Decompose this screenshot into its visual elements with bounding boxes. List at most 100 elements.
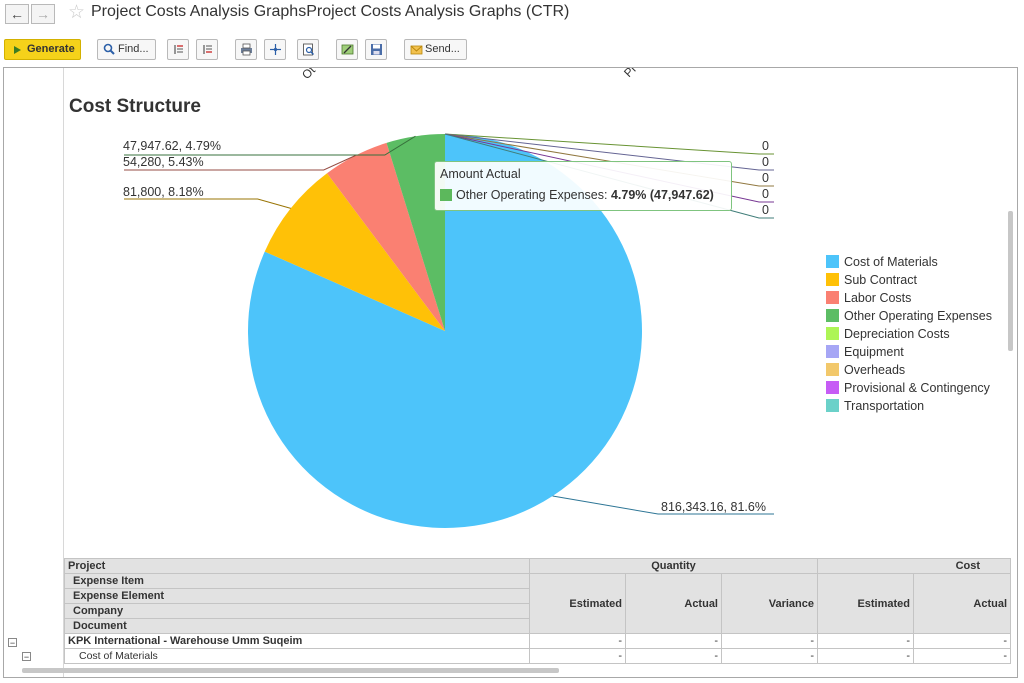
envelope-icon	[410, 45, 423, 55]
leader-line	[444, 133, 774, 155]
slice-label-transportation: 0	[762, 203, 769, 217]
cell: -	[529, 633, 626, 649]
preview-button[interactable]	[297, 39, 319, 60]
cell: -	[625, 648, 722, 664]
legend-swatch	[826, 381, 839, 394]
expand-all-button[interactable]	[167, 39, 189, 60]
legend-item[interactable]: Depreciation Costs	[826, 325, 992, 343]
find-label: Find...	[118, 43, 149, 55]
tooltip-row: Other Operating Expenses: 4.79% (47,947.…	[440, 188, 714, 202]
toolbar: Generate Find... Send...	[0, 38, 1024, 62]
legend-swatch	[826, 273, 839, 286]
row-header-expense-element[interactable]: Expense Element	[64, 588, 530, 604]
cell: -	[720, 633, 819, 649]
legend-label: Transportation	[844, 399, 925, 413]
collapse-tree-icon[interactable]: −	[8, 638, 17, 648]
pie-slice-labor-costs[interactable]	[327, 142, 445, 331]
table-row[interactable]: KPK International - Warehouse Umm Suqeim…	[64, 633, 1012, 649]
group-header-quantity: Quantity	[528, 558, 819, 574]
expand-list-icon	[174, 45, 183, 54]
legend-label: Other Operating Expenses	[844, 309, 992, 323]
tooltip-series-name: Other Operating Expenses:	[456, 188, 611, 202]
cell: -	[913, 648, 1012, 664]
legend-item[interactable]: Labor Costs	[826, 289, 992, 307]
slice-label-provisional: 0	[762, 187, 769, 201]
legend-label: Cost of Materials	[844, 255, 938, 269]
report-left-gutter	[4, 68, 64, 677]
vertical-scrollbar-thumb[interactable]	[1008, 211, 1013, 351]
legend-label: Equipment	[844, 345, 904, 359]
row-header-document[interactable]: Document	[64, 618, 530, 634]
back-arrow-icon: ←	[10, 6, 24, 22]
pie-slice-sub-contract[interactable]	[264, 173, 445, 331]
col-header-cost-actual: Actual	[913, 573, 1012, 634]
edit-button[interactable]	[336, 39, 358, 60]
favorite-star-icon[interactable]: ☆	[68, 2, 86, 23]
col-header-quantity-variance: Variance	[720, 573, 819, 634]
slice-label-depreciation: 0	[762, 139, 769, 153]
row-header-expense-item[interactable]: Expense Item	[64, 573, 530, 589]
leader-line	[444, 133, 774, 171]
slice-label-cost-of-materials: 816,343.16, 81.6%	[661, 500, 766, 514]
slice-label-labor-costs: 54,280, 5.43%	[123, 155, 204, 169]
horizontal-scrollbar-thumb[interactable]	[22, 668, 559, 673]
tooltip-title: Amount Actual	[440, 167, 521, 181]
pie-chart[interactable]	[4, 68, 1018, 558]
legend-swatch	[826, 399, 839, 412]
generate-button[interactable]: Generate	[4, 39, 81, 60]
report-grid: Project Quantity Cost Expense Item Estim…	[64, 558, 1012, 664]
chart-tooltip: Amount Actual Other Operating Expenses: …	[434, 161, 732, 211]
cell: -	[720, 648, 819, 664]
find-button[interactable]: Find...	[97, 39, 156, 60]
col-header-cost-estimated: Estimated	[817, 573, 915, 634]
legend-item[interactable]: Provisional & Contingency	[826, 379, 992, 397]
col-header-quantity-estimated: Estimated	[529, 573, 626, 634]
col-header-quantity-actual: Actual	[625, 573, 722, 634]
collapse-all-button[interactable]	[196, 39, 218, 60]
legend-label: Overheads	[844, 363, 906, 377]
leader-line	[444, 133, 774, 203]
row-header-company[interactable]: Company	[64, 603, 530, 619]
row-label: Cost of Materials	[64, 648, 530, 664]
send-label: Send...	[425, 43, 460, 55]
collapse-list-icon	[203, 45, 212, 54]
table-row[interactable]: Cost of Materials - - - - -	[64, 648, 1012, 664]
legend-swatch	[826, 255, 839, 268]
move-button[interactable]	[264, 39, 286, 60]
legend-item[interactable]: Cost of Materials	[826, 253, 992, 271]
row-header-project[interactable]: Project	[64, 558, 530, 574]
print-button[interactable]	[235, 39, 257, 60]
chart-legend: Cost of Materials Sub Contract Labor Cos…	[826, 253, 992, 415]
print-preview-icon	[303, 43, 314, 56]
legend-item[interactable]: Sub Contract	[826, 271, 992, 289]
forward-button[interactable]: →	[31, 4, 55, 24]
search-icon	[103, 43, 115, 55]
collapse-tree-icon[interactable]: −	[22, 652, 31, 662]
legend-item[interactable]: Overheads	[826, 361, 992, 379]
generate-label: Generate	[27, 43, 75, 55]
leader-line	[124, 198, 291, 209]
legend-item[interactable]: Transportation	[826, 397, 992, 415]
cell: -	[625, 633, 722, 649]
horizontal-scrollbar[interactable]	[22, 668, 1002, 674]
legend-label: Sub Contract	[844, 273, 917, 287]
slice-label-overheads: 0	[762, 171, 769, 185]
legend-swatch	[826, 327, 839, 340]
vertical-scrollbar[interactable]	[1008, 71, 1016, 656]
legend-swatch	[826, 309, 839, 322]
group-header-cost: Cost	[817, 558, 1012, 574]
pie-slice-other-operating-expenses[interactable]	[386, 134, 445, 331]
save-button[interactable]	[365, 39, 387, 60]
legend-item[interactable]: Equipment	[826, 343, 992, 361]
forward-arrow-icon: →	[36, 6, 50, 22]
legend-label: Labor Costs	[844, 291, 912, 305]
back-button[interactable]: ←	[5, 4, 29, 24]
slice-label-sub-contract: 81,800, 8.18%	[123, 185, 204, 199]
legend-swatch	[826, 363, 839, 376]
legend-item[interactable]: Other Operating Expenses	[826, 307, 992, 325]
leader-line	[444, 133, 774, 187]
tooltip-value: 4.79% (47,947.62)	[610, 188, 714, 202]
legend-label: Depreciation Costs	[844, 327, 950, 341]
send-button[interactable]: Send...	[404, 39, 467, 60]
edit-table-icon	[341, 44, 354, 55]
